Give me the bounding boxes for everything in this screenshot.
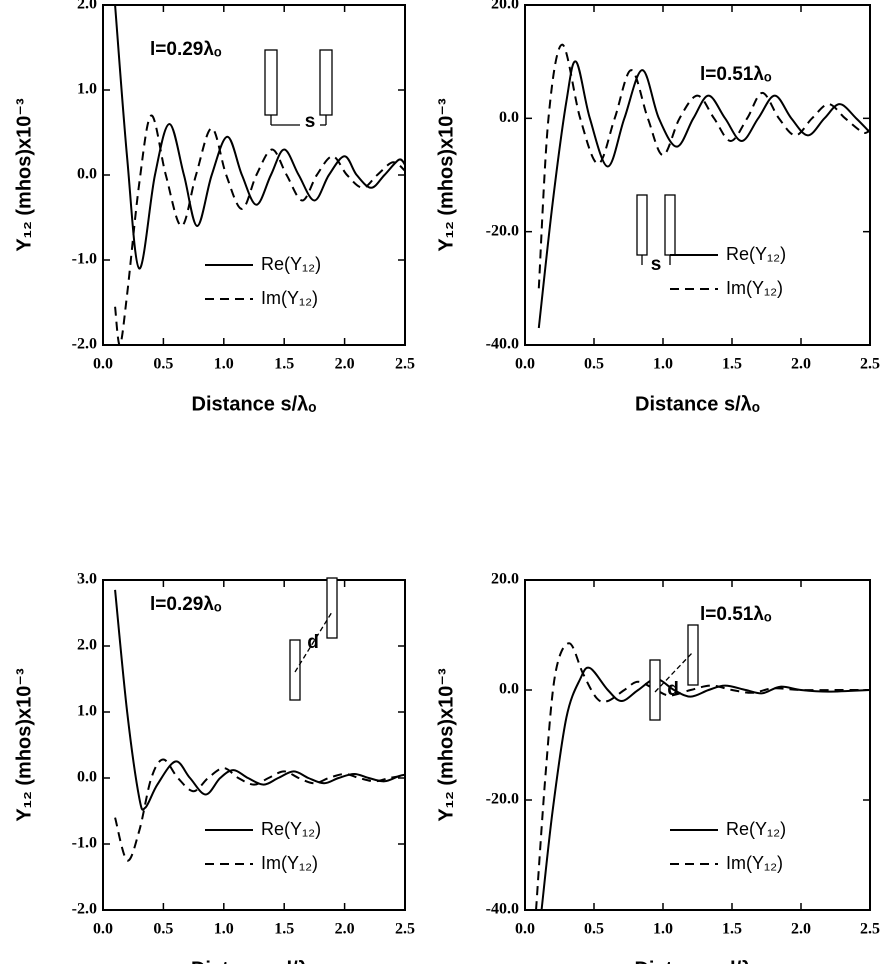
y-tick-label: 20.0 xyxy=(491,0,519,13)
x-axis-title: Distance s/λₒ xyxy=(192,393,317,415)
y-tick-label: 0.0 xyxy=(499,681,519,698)
data-line xyxy=(535,642,870,910)
y-tick-label: 3.0 xyxy=(77,571,97,588)
x-tick-label: 0.0 xyxy=(515,921,535,938)
distance-line xyxy=(294,611,333,673)
x-tick-label: 1.5 xyxy=(274,921,294,938)
x-axis-title: Distance s/λₒ xyxy=(635,393,760,415)
dipole-icon xyxy=(687,624,699,686)
y-tick-label: 0.0 xyxy=(499,109,519,126)
x-tick-label: 2.5 xyxy=(860,356,880,373)
y-tick-label: -20.0 xyxy=(486,222,519,239)
y-axis-title: Y₁₂ (mhos)x10⁻³ xyxy=(435,98,457,252)
annotation: l=0.51λₒ xyxy=(700,604,772,625)
dipole-icon xyxy=(664,194,676,256)
inset-label: s xyxy=(651,254,662,275)
x-axis-title: Distance d/λₒ xyxy=(191,958,317,964)
x-tick-label: 2.5 xyxy=(860,921,880,938)
y-tick-label: -20.0 xyxy=(486,791,519,808)
y-tick-label: -2.0 xyxy=(72,336,97,353)
y-tick-label: 1.0 xyxy=(77,81,97,98)
x-tick-label: 1.0 xyxy=(214,921,234,938)
dipole-icon xyxy=(319,49,333,116)
y-tick-label: -40.0 xyxy=(486,336,519,353)
x-tick-label: 2.5 xyxy=(395,921,415,938)
inset-label: d xyxy=(307,632,319,653)
legend-label: Re(Y₁₂) xyxy=(261,819,321,839)
x-tick-label: 2.0 xyxy=(791,356,811,373)
x-tick-label: 0.5 xyxy=(153,921,173,938)
dipole-icon xyxy=(289,639,301,701)
y-tick-label: 2.0 xyxy=(77,637,97,654)
legend-label: Im(Y₁₂) xyxy=(261,288,318,308)
x-tick-label: 1.0 xyxy=(653,356,673,373)
data-line xyxy=(537,60,870,329)
x-tick-label: 0.5 xyxy=(584,356,604,373)
dipole-icon xyxy=(649,659,661,721)
plot-frame xyxy=(102,579,406,911)
subplot: 0.0 0.5 1.0 1.5 2.0 2.5 -2.0 -1.0 0.0 1.0 2.0 Dista… xyxy=(13,0,415,415)
y-tick-label: -2.0 xyxy=(72,901,97,918)
data-line xyxy=(114,589,405,811)
x-tick-label: 0.0 xyxy=(93,921,113,938)
x-axis-title: Distance d/λₒ xyxy=(634,958,760,964)
data-line xyxy=(540,666,870,910)
y-tick-label: 1.0 xyxy=(77,703,97,720)
y-axis-title: Y₁₂ (mhos)x10⁻³ xyxy=(435,668,457,822)
dipole-icon xyxy=(326,577,338,639)
y-tick-label: 0.0 xyxy=(77,769,97,786)
dipole-icon xyxy=(264,49,278,116)
data-line xyxy=(114,114,405,345)
annotation: l=0.51λₒ xyxy=(700,64,772,85)
x-tick-label: 0.0 xyxy=(515,356,535,373)
legend-label: Im(Y₁₂) xyxy=(726,853,783,873)
subplot: 0.0 0.5 1.0 1.5 2.0 2.5 -40.0 -20.0 0.0 20.0 Dista… xyxy=(435,571,880,964)
x-tick-label: 2.0 xyxy=(335,356,355,373)
x-tick-label: 1.5 xyxy=(722,356,742,373)
x-tick-label: 1.0 xyxy=(653,921,673,938)
y-tick-label: 0.0 xyxy=(77,166,97,183)
subplot: 0.0 0.5 1.0 1.5 2.0 2.5 -2.0 -1.0 0.0 1.0 2.0 3.0 Di… xyxy=(13,571,415,964)
plot-frame xyxy=(524,579,871,911)
inset-label: s xyxy=(305,111,316,132)
legend-label: Im(Y₁₂) xyxy=(261,853,318,873)
legend-label: Im(Y₁₂) xyxy=(726,278,783,298)
plot-frame xyxy=(524,4,871,346)
x-tick-label: 2.5 xyxy=(395,356,415,373)
legend-label: Re(Y₁₂) xyxy=(726,244,786,264)
legend-label: Re(Y₁₂) xyxy=(726,819,786,839)
y-axis-title: Y₁₂ (mhos)x10⁻³ xyxy=(13,98,35,252)
y-axis-title: Y₁₂ (mhos)x10⁻³ xyxy=(13,668,35,822)
x-tick-label: 0.0 xyxy=(93,356,113,373)
annotation: l=0.29λₒ xyxy=(150,594,222,615)
x-tick-label: 1.5 xyxy=(274,356,294,373)
dipole-icon xyxy=(636,194,648,256)
x-tick-label: 1.0 xyxy=(214,356,234,373)
inset-label: d xyxy=(667,679,679,700)
x-tick-label: 0.5 xyxy=(584,921,604,938)
y-tick-label: -40.0 xyxy=(486,901,519,918)
subplot: 0.0 0.5 1.0 1.5 2.0 2.5 -40.0 -20.0 0.0 20.0 Dista… xyxy=(435,0,880,415)
x-tick-label: 0.5 xyxy=(153,356,173,373)
y-tick-label: -1.0 xyxy=(72,835,97,852)
y-tick-label: 20.0 xyxy=(491,571,519,588)
x-tick-label: 2.0 xyxy=(335,921,355,938)
y-tick-label: 2.0 xyxy=(77,0,97,13)
x-tick-label: 2.0 xyxy=(791,921,811,938)
y-tick-label: -1.0 xyxy=(72,251,97,268)
plot-frame xyxy=(102,4,406,346)
legend-label: Re(Y₁₂) xyxy=(261,254,321,274)
distance-line xyxy=(654,651,694,693)
annotation: l=0.29λₒ xyxy=(150,39,222,60)
data-line xyxy=(114,5,405,270)
x-tick-label: 1.5 xyxy=(722,921,742,938)
data-line xyxy=(537,43,870,289)
data-line xyxy=(114,758,405,862)
